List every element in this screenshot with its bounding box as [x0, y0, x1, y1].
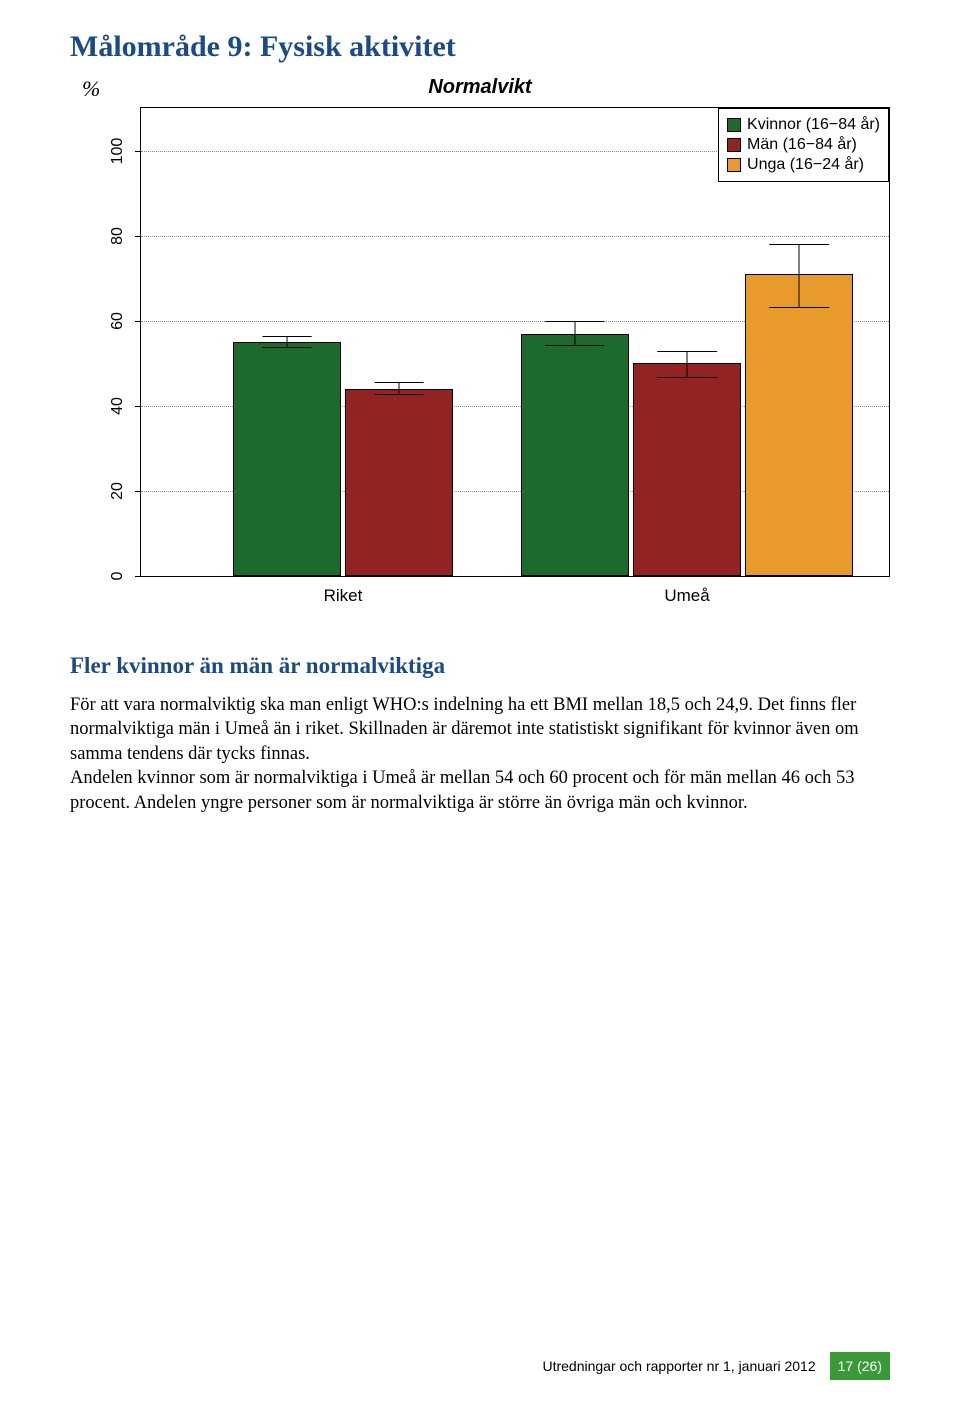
chart-legend: Kvinnor (16−84 år)Män (16−84 år)Unga (16… — [718, 108, 889, 182]
ytick-label: 40 — [109, 391, 127, 421]
legend-swatch — [727, 158, 741, 172]
error-bar — [657, 351, 717, 379]
page-title: Målområde 9: Fysisk aktivitet — [70, 30, 890, 64]
page-footer: Utredningar och rapporter nr 1, januari … — [542, 1352, 890, 1380]
error-bar — [262, 336, 311, 349]
legend-item: Kvinnor (16−84 år) — [727, 115, 880, 135]
error-bar — [545, 321, 605, 347]
xtick-label: Umeå — [664, 586, 709, 606]
chart-title: Normalvikt — [100, 76, 860, 99]
error-bar — [375, 382, 424, 395]
legend-item: Män (16−84 år) — [727, 135, 880, 155]
ytick-mark — [135, 576, 141, 577]
chart: Kvinnor (16−84 år)Män (16−84 år)Unga (16… — [100, 107, 890, 617]
error-bar — [769, 244, 829, 308]
legend-swatch — [727, 138, 741, 152]
bar — [521, 334, 629, 577]
legend-swatch — [727, 118, 741, 132]
legend-label: Män (16−84 år) — [747, 135, 857, 155]
bar — [345, 389, 453, 576]
bar — [745, 274, 853, 576]
bar — [633, 363, 741, 576]
footer-text: Utredningar och rapporter nr 1, januari … — [542, 1358, 815, 1374]
ytick-label: 0 — [109, 561, 127, 591]
page-number-badge: 17 (26) — [830, 1352, 890, 1380]
xtick-label: Riket — [324, 586, 363, 606]
grid-line — [141, 236, 889, 237]
percent-symbol: % — [82, 76, 100, 102]
section-subheading: Fler kvinnor än män är normalviktiga — [70, 653, 890, 679]
ytick-label: 80 — [109, 221, 127, 251]
body-paragraph: För att vara normalviktig ska man enligt… — [70, 693, 890, 815]
legend-label: Unga (16−24 år) — [747, 155, 864, 175]
ytick-label: 60 — [109, 306, 127, 336]
legend-label: Kvinnor (16−84 år) — [747, 115, 880, 135]
bar — [233, 342, 341, 576]
legend-item: Unga (16−24 år) — [727, 155, 880, 175]
ytick-label: 20 — [109, 476, 127, 506]
ytick-label: 100 — [109, 136, 127, 166]
